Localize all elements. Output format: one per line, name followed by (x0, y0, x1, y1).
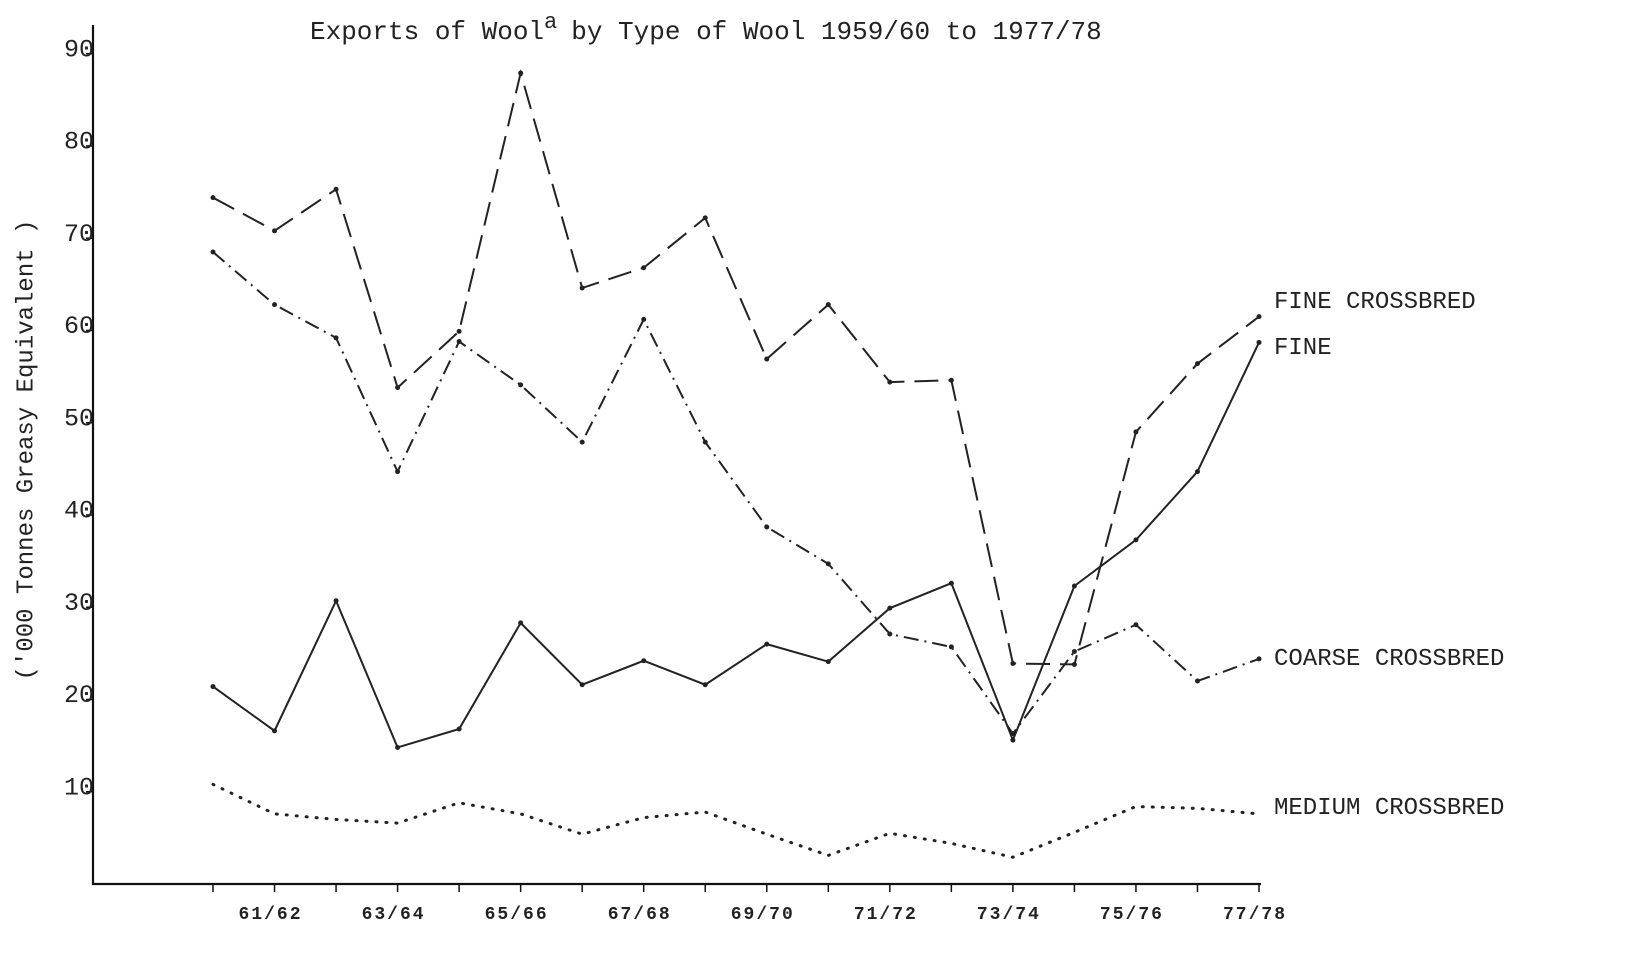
data-point (333, 186, 339, 192)
series-line (212, 69, 1260, 666)
data-point (1256, 339, 1262, 345)
data-point (272, 302, 278, 308)
data-point (1010, 731, 1016, 737)
data-point (1133, 429, 1139, 435)
title-main: Exports of Wool (310, 17, 544, 47)
legend-label: FINE (1274, 335, 1332, 362)
x-tick-label: 63/64 (362, 905, 426, 925)
data-point (948, 580, 954, 586)
data-point (641, 316, 647, 322)
data-point (1071, 649, 1077, 655)
data-point (825, 659, 831, 665)
data-point (210, 195, 216, 201)
y-tick-label: 80 (64, 128, 94, 157)
data-point (1256, 656, 1262, 662)
x-tick-label: 61/62 (239, 905, 303, 925)
data-point (1071, 583, 1077, 589)
y-tick-label: 90 (64, 35, 94, 64)
data-point (579, 439, 585, 445)
data-point (518, 382, 524, 388)
y-tick-label: 70 (64, 220, 94, 249)
chart-title: Exports of Woola by Type of Wool 1959/60 … (310, 10, 1102, 47)
series-line (212, 342, 1260, 749)
data-point (395, 469, 401, 475)
title-rest: by Type of Wool 1959/60 to 1977/78 (571, 17, 1102, 47)
x-tick-label: 75/76 (1100, 905, 1164, 925)
data-point (210, 249, 216, 255)
data-point (456, 339, 462, 345)
data-point (641, 658, 647, 664)
data-point (1071, 661, 1077, 667)
data-point (456, 328, 462, 334)
data-point (702, 439, 708, 445)
y-tick-label: 20 (64, 681, 94, 710)
data-point (1194, 678, 1200, 684)
data-point (333, 598, 339, 604)
data-point (1133, 622, 1139, 628)
data-point (395, 385, 401, 391)
series-line (212, 251, 1260, 736)
data-point (948, 377, 954, 383)
data-point (456, 726, 462, 732)
y-tick-label: 40 (64, 497, 94, 526)
data-point (333, 335, 339, 341)
data-point (1133, 537, 1139, 543)
data-point (825, 302, 831, 308)
data-point (764, 356, 770, 362)
data-point (1010, 737, 1016, 743)
data-point (702, 215, 708, 221)
data-point (764, 641, 770, 647)
y-tick-label: 50 (64, 404, 94, 433)
data-point (1194, 361, 1200, 367)
y-tick-label: 10 (64, 773, 94, 802)
data-point (579, 682, 585, 688)
data-point (1256, 314, 1262, 320)
legend-label: COARSE CROSSBRED (1274, 646, 1504, 673)
data-point (272, 728, 278, 734)
data-point (641, 265, 647, 271)
data-point (764, 524, 770, 530)
legend-label: MEDIUM CROSSBRED (1274, 795, 1504, 822)
x-tick-label: 71/72 (854, 905, 918, 925)
y-tick-label: 60 (64, 312, 94, 341)
data-point (948, 644, 954, 650)
series-line (211, 782, 1261, 859)
data-point (1010, 661, 1016, 667)
x-tick-label: 69/70 (731, 905, 795, 925)
y-axis-label: ('000 Tonnes Greasy Equivalent ) (13, 220, 40, 681)
data-point (579, 285, 585, 291)
data-point (887, 379, 893, 385)
data-point (887, 631, 893, 637)
data-point (1194, 469, 1200, 475)
data-point (395, 744, 401, 750)
data-point (825, 561, 831, 567)
data-point (272, 228, 278, 234)
y-tick-label: 30 (64, 589, 94, 618)
legend-label: FINE CROSSBRED (1274, 289, 1476, 316)
data-point (518, 620, 524, 626)
x-tick-label: 77/78 (1223, 905, 1287, 925)
data-point (887, 605, 893, 611)
title-footnote: a (544, 10, 557, 35)
x-tick-label: 67/68 (608, 905, 672, 925)
x-tick-label: 65/66 (485, 905, 549, 925)
data-point (702, 682, 708, 688)
data-point (210, 684, 216, 690)
data-point (518, 70, 524, 76)
x-tick-label: 73/74 (977, 905, 1041, 925)
